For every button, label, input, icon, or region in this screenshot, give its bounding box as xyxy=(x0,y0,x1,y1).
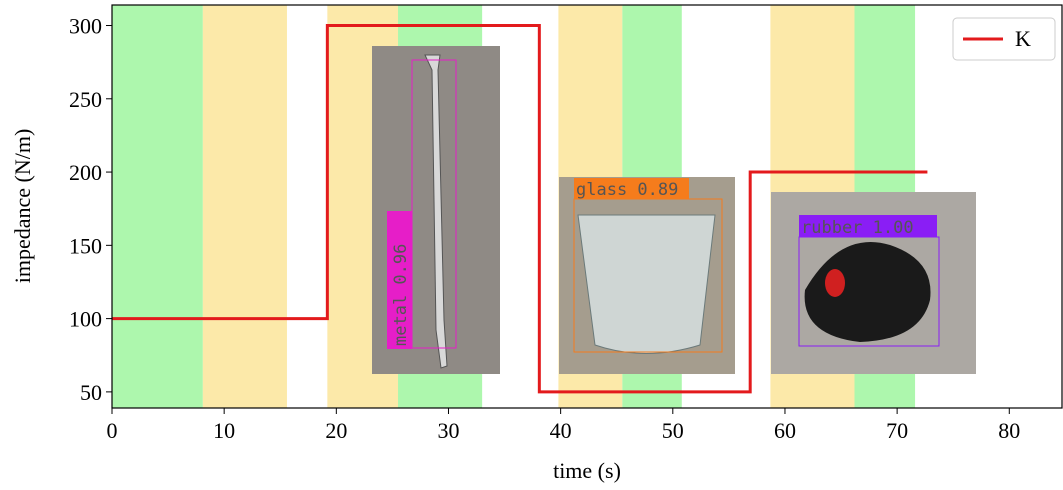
x-tick-label: 50 xyxy=(662,418,684,443)
x-tick-label: 70 xyxy=(886,418,908,443)
mouse-button xyxy=(825,269,845,297)
y-tick-label: 50 xyxy=(80,380,102,405)
x-tick-label: 10 xyxy=(213,418,235,443)
y-tick-label: 150 xyxy=(69,233,102,258)
rubber-label: rubber 1.00 xyxy=(801,218,914,238)
shaded-span xyxy=(203,5,287,408)
y-tick-label: 200 xyxy=(69,160,102,185)
x-tick-label: 80 xyxy=(998,418,1020,443)
legend: K xyxy=(953,18,1055,60)
x-tick-label: 30 xyxy=(437,418,459,443)
x-tick-label: 0 xyxy=(107,418,118,443)
x-axis-label: time (s) xyxy=(553,458,621,483)
glass-label: glass 0.89 xyxy=(576,180,678,200)
metal-label: metal 0.96 xyxy=(391,244,411,346)
x-tick-label: 40 xyxy=(550,418,572,443)
y-axis-label: impedance (N/m) xyxy=(10,129,35,284)
chart: metal 0.96 glass 0.89 rubber 1.00 time (… xyxy=(0,0,1063,490)
x-tick-label: 20 xyxy=(325,418,347,443)
shaded-span xyxy=(112,5,203,408)
y-tick-label: 100 xyxy=(69,307,102,332)
y-tick-label: 250 xyxy=(69,87,102,112)
legend-label: K xyxy=(1015,26,1031,51)
y-tick-label: 300 xyxy=(69,14,102,39)
glass-shape xyxy=(578,215,715,354)
x-tick-label: 60 xyxy=(774,418,796,443)
